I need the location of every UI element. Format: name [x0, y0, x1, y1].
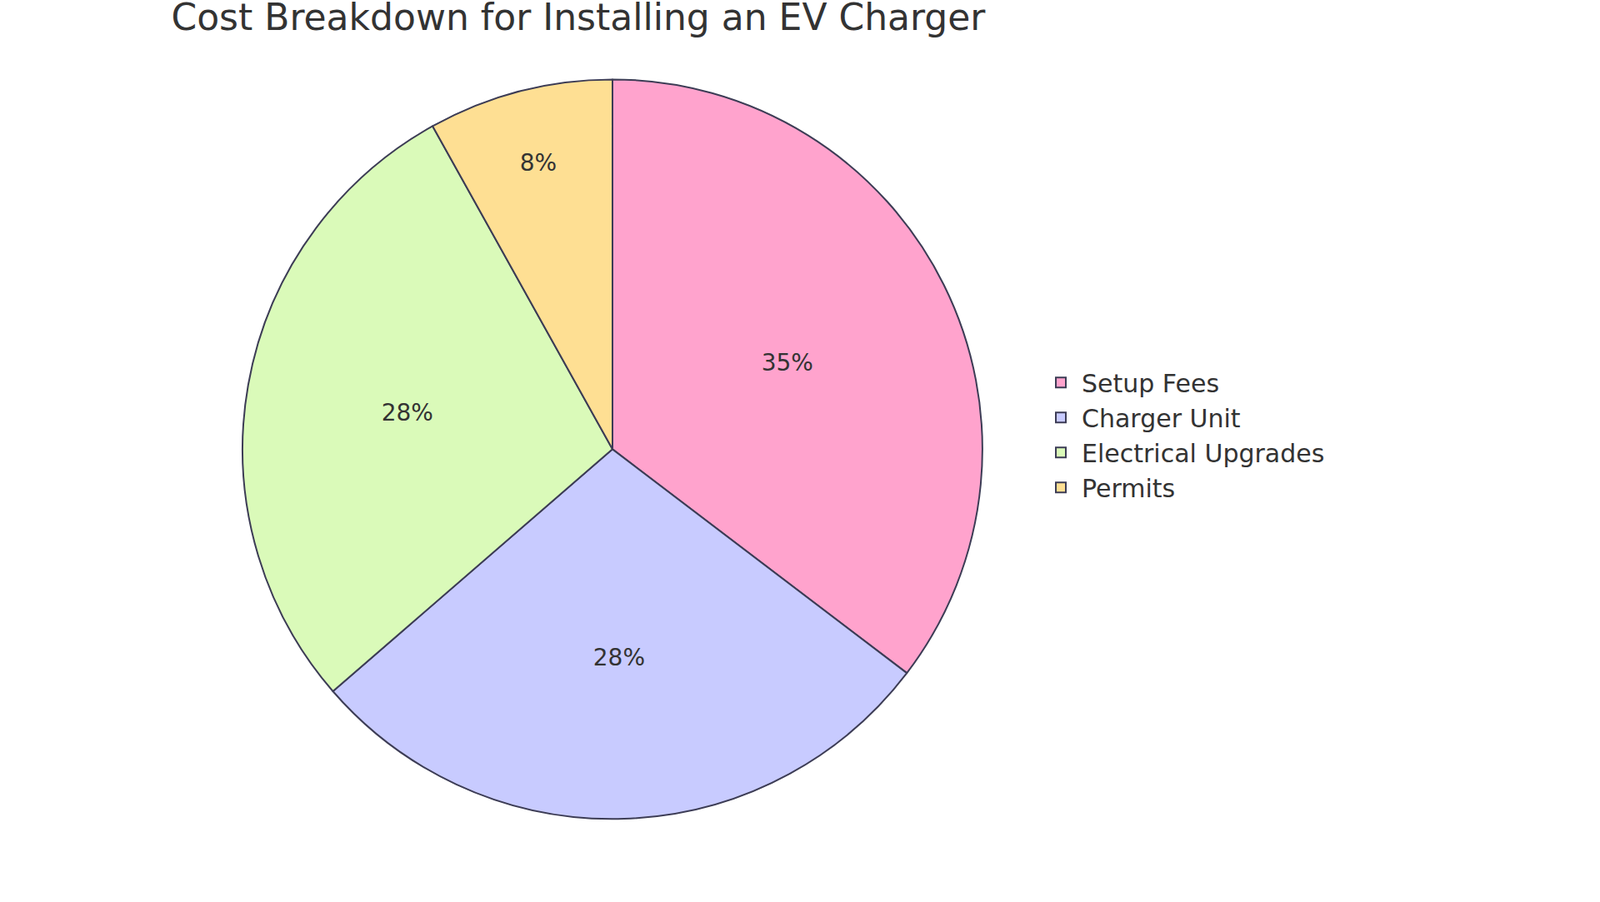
svg-text:Electrical Upgrades: Electrical Upgrades — [1081, 439, 1325, 469]
svg-text:Permits: Permits — [1081, 474, 1175, 504]
svg-text:Charger Unit: Charger Unit — [1081, 404, 1241, 434]
svg-text:8%: 8% — [520, 149, 557, 177]
svg-text:Setup Fees: Setup Fees — [1081, 369, 1220, 399]
svg-text:Cost Breakdown for Installing: Cost Breakdown for Installing an EV Char… — [170, 0, 986, 39]
svg-text:28%: 28% — [593, 644, 645, 672]
svg-text:28%: 28% — [381, 399, 434, 427]
svg-text:35%: 35% — [761, 349, 814, 377]
